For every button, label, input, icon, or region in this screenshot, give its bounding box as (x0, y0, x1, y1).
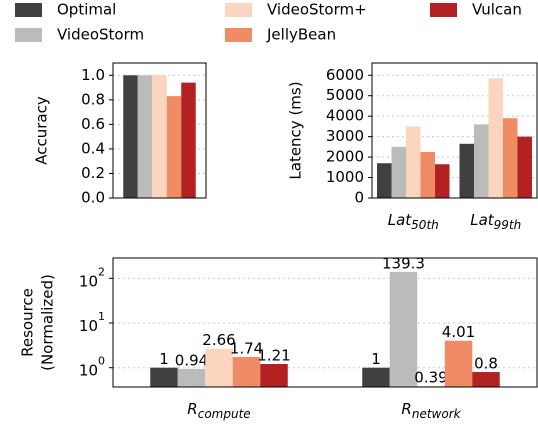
bar (166, 96, 182, 198)
x-tick-base: R (401, 400, 411, 418)
bar (181, 82, 196, 198)
legend-label: Optimal (57, 1, 116, 19)
data-label: 0.39 (414, 368, 447, 386)
bar (417, 385, 445, 387)
legend-swatch (15, 3, 42, 17)
bar (123, 75, 138, 198)
bar (517, 136, 532, 198)
y-tick-label: 0 (354, 189, 364, 207)
y-tick-label: 6000 (326, 66, 364, 84)
bar (177, 368, 206, 387)
legend-swatch (430, 3, 457, 17)
data-label: 0.94 (175, 351, 208, 369)
x-tick-sub: 99th (494, 218, 522, 232)
bar (232, 356, 261, 387)
x-tick-base: Lat (388, 211, 413, 229)
bar (503, 118, 518, 198)
legend-label: Vulcan (472, 1, 522, 19)
y-tick-base: 10 (79, 361, 98, 379)
plot-frame (371, 62, 538, 199)
y-tick-label: 2000 (326, 148, 364, 166)
bar (406, 126, 421, 198)
y-tick-label: 1.0 (81, 66, 105, 84)
y-axis-label: Resource (19, 288, 37, 357)
data-label: 1.21 (257, 347, 290, 365)
bar (420, 151, 435, 198)
y-axis-label: (Normalized) (39, 274, 57, 371)
y-tick-exp: 2 (98, 265, 105, 278)
bar (377, 163, 392, 198)
x-tick-label: Rnetwork (401, 400, 461, 421)
bar (435, 164, 450, 198)
legend-swatch (225, 28, 252, 42)
y-tick-label: 0.6 (81, 115, 105, 133)
y-tick-label: 0.8 (81, 90, 105, 108)
legend-label: VideoStorm (57, 26, 144, 44)
y-tick-label: 4000 (326, 107, 364, 125)
y-tick-label: 0.2 (81, 164, 105, 182)
y-axis-label: Accuracy (33, 96, 51, 165)
y-tick-label: 5000 (326, 86, 364, 104)
y-tick-base: 10 (79, 272, 98, 290)
x-tick-label: Lat99th (470, 211, 521, 232)
x-tick-sub: compute (198, 407, 251, 421)
y-tick-label: 102 (79, 265, 105, 290)
x-tick-base: Lat (470, 211, 495, 229)
bar (362, 367, 390, 387)
data-label: 2.66 (202, 331, 235, 349)
legend-swatch (225, 3, 252, 17)
x-tick-base: R (187, 400, 197, 418)
y-tick-label: 1000 (326, 168, 364, 186)
data-label: 1 (159, 350, 169, 368)
bar (137, 75, 153, 198)
bar (260, 364, 288, 387)
plot-frame (112, 62, 207, 199)
legend-swatch (15, 28, 42, 42)
y-tick-exp: 1 (98, 310, 105, 323)
bar (152, 75, 167, 198)
y-axis-label: Latency (ms) (287, 81, 305, 179)
x-tick-sub: network (412, 407, 462, 421)
y-tick-base: 10 (79, 317, 98, 335)
data-label: 139.3 (382, 254, 425, 272)
x-tick-label: Rcompute (187, 400, 250, 421)
legend-label: JellyBean (266, 26, 336, 44)
x-tick-label: Lat50th (388, 211, 439, 232)
bar (391, 146, 406, 198)
x-tick-sub: 50th (411, 218, 439, 232)
y-tick-label: 0.0 (81, 189, 105, 207)
bar (389, 271, 418, 387)
bar (459, 143, 474, 198)
bar (444, 340, 473, 387)
y-tick-label: 0.4 (81, 139, 105, 157)
data-label: 4.01 (442, 323, 475, 341)
data-label: 1 (371, 350, 381, 368)
data-label: 1.74 (230, 339, 263, 357)
y-tick-label: 100 (79, 355, 105, 380)
bar (488, 78, 503, 198)
y-tick-label: 3000 (326, 127, 364, 145)
bar (474, 124, 489, 198)
bar (150, 367, 178, 387)
y-tick-exp: 0 (98, 355, 105, 368)
bar (472, 372, 500, 387)
legend-label: VideoStorm+ (267, 1, 367, 19)
data-label: 0.8 (474, 355, 498, 373)
y-tick-label: 101 (79, 310, 105, 335)
plot-frame (112, 257, 538, 388)
bar (205, 348, 233, 387)
